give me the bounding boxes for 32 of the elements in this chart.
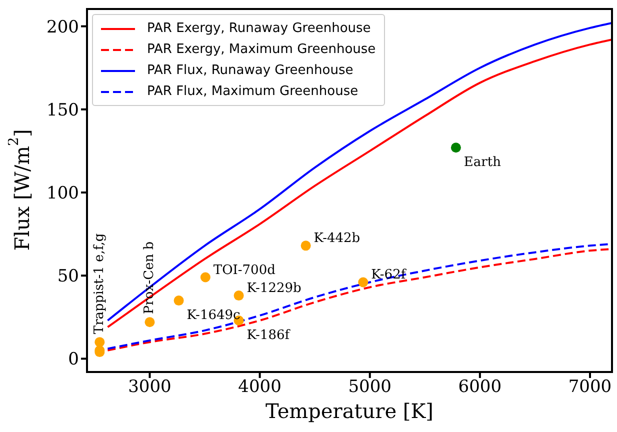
point: [174, 296, 184, 306]
annotation: K-442b: [314, 231, 360, 246]
annotation: K-62f: [371, 268, 407, 283]
point: [358, 277, 368, 288]
annotation: Prox-Cen b: [142, 241, 158, 314]
x-axis-title: Temperature [K]: [266, 399, 434, 423]
x-tick-label: 4000: [238, 377, 282, 398]
legend-label: PAR Flux, Runaway Greenhouse: [147, 63, 354, 78]
annotation: TOI-700d: [213, 262, 276, 278]
x-tick-label: 6000: [458, 377, 502, 398]
y-tick-label: 0: [68, 350, 79, 370]
point: [234, 290, 244, 301]
x-tick-label: 3000: [128, 377, 172, 398]
point: [300, 240, 311, 251]
point: [200, 272, 210, 282]
point: [144, 317, 155, 328]
legend-label: PAR Exergy, Maximum Greenhouse: [147, 42, 376, 57]
y-tick-label: 150: [46, 100, 79, 120]
legend-label: PAR Exergy, Runaway Greenhouse: [147, 21, 371, 36]
x-tick-label: 7000: [568, 377, 612, 398]
x-tick-label: 5000: [348, 377, 392, 398]
annotation: K-1649c: [186, 308, 240, 324]
y-tick-label: 200: [46, 17, 79, 38]
annotation: Trappist-1 e,f,g: [92, 233, 108, 334]
annotation: K-186f: [246, 328, 291, 343]
annotation: Earth: [464, 155, 502, 170]
point: [94, 337, 105, 348]
y-tick-label: 50: [57, 266, 79, 287]
y-tick-label: 100: [46, 184, 79, 204]
annotation: K-1229b: [246, 281, 302, 296]
point: [450, 142, 461, 153]
legend-label: PAR Flux, Maximum Greenhouse: [147, 84, 358, 99]
